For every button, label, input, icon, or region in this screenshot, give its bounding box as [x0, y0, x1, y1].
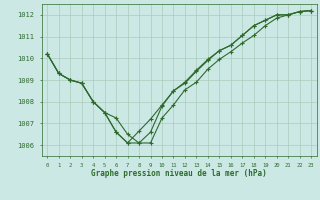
X-axis label: Graphe pression niveau de la mer (hPa): Graphe pression niveau de la mer (hPa) [91, 169, 267, 178]
